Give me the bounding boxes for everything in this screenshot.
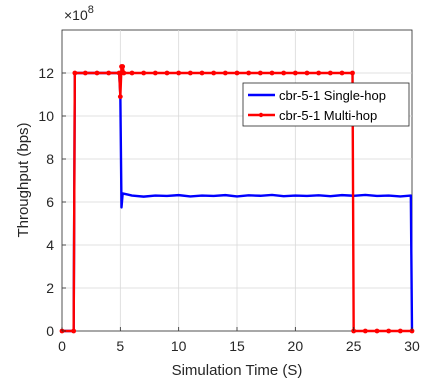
y-tick-label-0: 0 (46, 323, 54, 339)
data-series (59, 64, 415, 334)
series-1-point-19 (222, 70, 228, 76)
series-0-point-25 (306, 195, 308, 197)
x-tick-label-2: 10 (171, 338, 187, 354)
series-1-point-13 (152, 70, 158, 76)
series-0-point-12 (154, 194, 157, 197)
series-1-point-23 (269, 70, 275, 76)
series-1-point-5 (106, 70, 112, 76)
series-1-point-9 (120, 64, 126, 69)
series-1-point-22 (257, 70, 263, 76)
x-tick-label-6: 30 (404, 338, 420, 354)
series-0-point-21 (259, 194, 262, 197)
series-1-point-28 (327, 70, 333, 76)
series-1-point-34 (386, 328, 392, 334)
series-0-point-28 (341, 194, 343, 196)
series-1-point-4 (94, 70, 100, 76)
series-0-point-33 (399, 195, 402, 198)
y-tick-label-5: 10 (38, 108, 54, 124)
legend-marker-multi-hop (258, 112, 264, 118)
series-1-point-24 (281, 70, 287, 76)
series-1-point-11 (129, 70, 135, 76)
series-0-point-17 (212, 195, 215, 197)
x-tick-label-3: 15 (229, 338, 245, 354)
series-0-point-19 (236, 195, 238, 198)
series-1-point-17 (199, 70, 205, 76)
series-0-point-9 (121, 192, 124, 195)
series-1-point-7 (117, 94, 123, 100)
x-tick-label-4: 20 (288, 338, 304, 354)
series-0-point-18 (224, 194, 227, 196)
y-exponent-power: 8 (88, 4, 94, 16)
legend-label-multi-hop: cbr-5-1 Multi-hop (279, 108, 377, 123)
series-0-point-10 (131, 194, 133, 197)
series-1-point-35 (397, 328, 403, 334)
series-0-point-30 (364, 194, 367, 196)
y-tick-label-3: 6 (46, 194, 54, 210)
series-0-point-22 (271, 194, 273, 196)
y-exponent-label: ×108 (64, 4, 94, 23)
series-1-point-14 (164, 70, 170, 76)
series-0-point-13 (166, 195, 168, 197)
series-0-point-32 (387, 194, 390, 197)
series-1-point-29 (339, 70, 345, 76)
x-tick-label-1: 5 (116, 338, 124, 354)
series-0-point-34 (410, 194, 412, 197)
y-tick-label-1: 2 (46, 280, 54, 296)
series-0-point-14 (177, 194, 180, 196)
axis-ticks: 0 5 10 15 20 25 30 0 2 4 6 8 10 12 (38, 65, 420, 354)
series-1-point-33 (374, 328, 380, 334)
series-0-point-16 (201, 194, 203, 197)
y-axis-label: Throughput (bps) (15, 122, 32, 237)
legend-label-single-hop: cbr-5-1 Single-hop (279, 88, 386, 103)
series-1-point-20 (234, 70, 240, 76)
series-1-point-3 (82, 70, 88, 76)
series-1-point-18 (211, 70, 217, 76)
series-1-point-10 (121, 70, 127, 76)
series-0-point-26 (317, 194, 320, 197)
series-1-point-25 (292, 70, 298, 76)
series-0-point-27 (329, 195, 332, 197)
x-tick-label-5: 25 (346, 338, 362, 354)
legend: cbr-5-1 Single-hop cbr-5-1 Multi-hop (242, 82, 410, 127)
series-0-point-11 (142, 195, 145, 198)
series-0-point-20 (247, 194, 250, 197)
series-1-point-16 (187, 70, 193, 76)
series-1-point-2 (72, 70, 78, 76)
series-1-point-30 (350, 70, 355, 76)
series-1-point-1 (71, 328, 77, 334)
series-1-point-12 (141, 70, 147, 76)
series-0-point-24 (294, 194, 297, 197)
legend-box (242, 82, 410, 127)
series-0-point-23 (282, 195, 285, 197)
y-tick-label-4: 8 (46, 151, 54, 167)
x-axis-label: Simulation Time (S) (172, 362, 303, 379)
y-tick-label-2: 4 (46, 237, 54, 253)
series-1-point-32 (362, 328, 368, 334)
series-1-point-21 (246, 70, 252, 76)
series-0-point-31 (376, 195, 378, 197)
y-tick-label-6: 12 (38, 65, 54, 81)
series-1-point-27 (316, 70, 322, 76)
x-tick-label-0: 0 (58, 338, 66, 354)
series-0-point-15 (189, 195, 192, 198)
series-1-point-6 (116, 70, 122, 76)
y-exponent-base: ×10 (64, 7, 88, 23)
series-1-point-26 (304, 70, 310, 76)
series-0-point-8 (120, 206, 123, 209)
series-1-point-15 (176, 70, 182, 76)
